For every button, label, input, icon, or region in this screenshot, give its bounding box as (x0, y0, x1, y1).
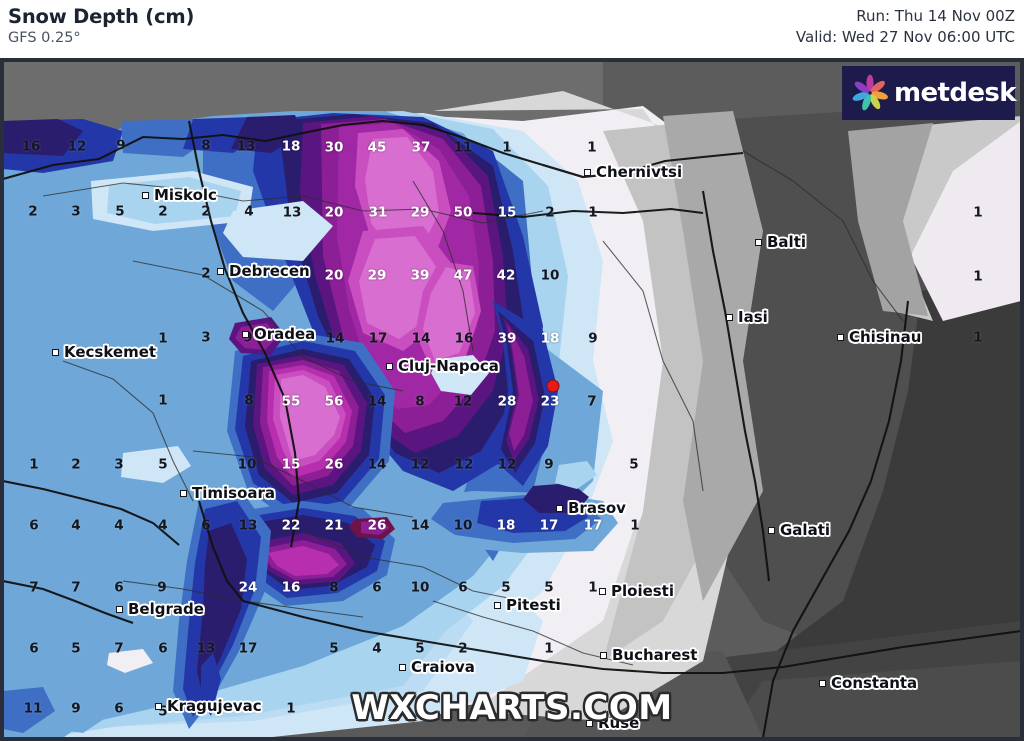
metdesk-logo: metdesk (842, 66, 1017, 120)
header-left-group: Snow Depth (cm) GFS 0.25° (8, 5, 194, 48)
location-marker[interactable] (546, 379, 560, 393)
run-timestamp: Run: Thu 14 Nov 00Z (856, 7, 1015, 25)
model-subtitle: GFS 0.25° (8, 30, 81, 46)
metdesk-wordmark: metdesk (894, 78, 1017, 108)
header-right-group: Run: Thu 14 Nov 00Z Valid: Wed 27 Nov 06… (796, 6, 1015, 48)
metdesk-flower-icon (850, 73, 890, 113)
map-canvas: 16 12 9 8 13 18 30 45 37 11 1 1 2 3 5 2 2 4 13 20 31 29 50 15 2 1… (3, 61, 1021, 738)
weather-map[interactable]: 16 12 9 8 13 18 30 45 37 11 1 1 2 3 5 2 2 4 13 20 31 29 50 15 2 1… (0, 58, 1024, 741)
snow-depth-raster (3, 61, 1021, 738)
page-title: Snow Depth (cm) (8, 5, 195, 28)
chart-header: Snow Depth (cm) GFS 0.25° Run: Thu 14 No… (0, 0, 1024, 58)
valid-timestamp: Valid: Wed 27 Nov 06:00 UTC (795, 28, 1015, 46)
